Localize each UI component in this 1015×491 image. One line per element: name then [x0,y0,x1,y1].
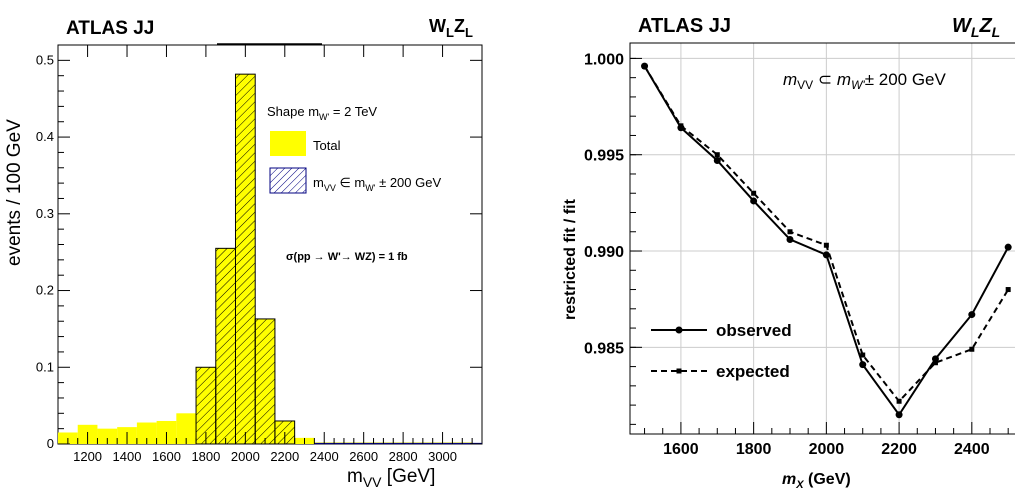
right-lines [641,62,1012,419]
legend-observed-label: observed [716,321,792,340]
observed-point [859,361,867,369]
observed-point [641,62,649,70]
right-x-tick-label: 1600 [663,441,699,458]
right-grid [630,43,1015,434]
left-bars [58,73,482,445]
right-y-tick-label: 0.995 [584,148,624,165]
right-y-tick-label: 1.000 [584,51,624,68]
right-y-tick-label: 0.985 [584,340,624,357]
right-y-tick-label: 0.990 [584,244,624,261]
observed-point [895,411,903,419]
legend-header: Shape mW' = 2 TeV [267,104,377,122]
left-legend: Shape mW' = 2 TeV Total mVV ∈ mW' ± 200 … [267,104,441,194]
right-x-tick-label: 2000 [809,441,845,458]
observed-point [750,197,758,205]
restricted-bar [254,318,276,445]
left-x-tick-label: 3000 [428,449,457,464]
restricted-bar [234,73,256,445]
left-y-tick-label: 0.4 [36,129,54,144]
restricted-bar [215,247,236,445]
expected-point [751,190,757,196]
observed-point [713,156,721,164]
right-x-tick-label: 2200 [881,441,917,458]
left-x-tick-label: 2600 [349,449,378,464]
expected-point [896,398,902,404]
left-x-tick-label: 1600 [152,449,181,464]
expected-point [787,229,793,235]
observed-point [968,311,976,319]
total-bar [136,422,157,444]
legend-expected-marker [676,368,682,374]
right-plot-frame [629,42,1015,435]
expected-point [969,346,975,352]
right-x-tick-label: 2400 [954,441,990,458]
observed-point [677,124,685,132]
observed-point [822,251,830,259]
expected-point [932,360,938,366]
left-x-tick-label: 2400 [310,449,339,464]
left-y-tick-label: 0.3 [36,206,54,221]
total-bar [176,413,197,444]
left-x-tick-label: 1800 [191,449,220,464]
left-y-tick-label: 0.1 [36,359,54,374]
legend-hatch-swatch [269,167,307,194]
left-x-tick-label: 2800 [389,449,418,464]
expected-point [714,152,720,158]
right-legend: observed expected [651,321,792,381]
cross-section-annotation: σ(pp → W'→ WZ) = 1 fb [286,251,408,263]
right-annotation: mVV ⊂ mW'± 200 GeV [783,70,947,92]
legend-total-swatch [270,131,306,156]
expected-point [860,352,866,358]
observed-point [786,235,794,243]
legend-expected-label: expected [716,362,790,381]
expected-point [1005,287,1011,293]
legend-total-label: Total [313,138,341,153]
left-chart: 0 0.1 0.2 0.3 0.4 0.5 1200 1400 1600 1800 2000 2200… [4,16,483,490]
left-x-tick-label: 2000 [231,449,260,464]
total-bar [97,428,118,444]
right-chart: 0.985 0.990 0.995 1.000 1600 1800 2000 2200 2400… [562,15,1015,491]
right-y-axis-label: restricted fit / fit [562,198,579,320]
left-axes: 0 0.1 0.2 0.3 0.4 0.5 1200 1400 1600 1800 2000 2200… [36,45,482,464]
right-x-tick-label: 1800 [736,441,772,458]
right-channel-label: WLZL [952,15,1000,40]
expected-point [823,242,829,248]
right-axes: 0.985 0.990 0.995 1.000 1600 1800 2000 2200 2400 [584,51,1009,458]
left-y-tick-label: 0.2 [36,283,54,298]
left-atlas-label: ATLAS JJ [66,18,154,39]
left-x-tick-label: 1200 [73,449,102,464]
left-x-tick-label: 1400 [113,449,142,464]
left-y-tick-label: 0 [47,436,54,451]
right-atlas-label: ATLAS JJ [638,15,731,37]
left-y-tick-label: 0.5 [36,52,54,67]
observed-point [1004,243,1012,251]
left-x-tick-label: 2200 [270,449,299,464]
legend-hatch-label: mVV ∈ mW' ± 200 GeV [313,175,441,193]
right-x-axis-label: mX (GeV) [782,471,851,491]
left-x-axis-label: mVV [GeV] [347,466,435,490]
left-channel-label: WLZL [429,16,473,40]
left-y-axis-label: events / 100 GeV [4,119,25,266]
observed-point [931,355,939,363]
legend-observed-marker [675,326,683,334]
